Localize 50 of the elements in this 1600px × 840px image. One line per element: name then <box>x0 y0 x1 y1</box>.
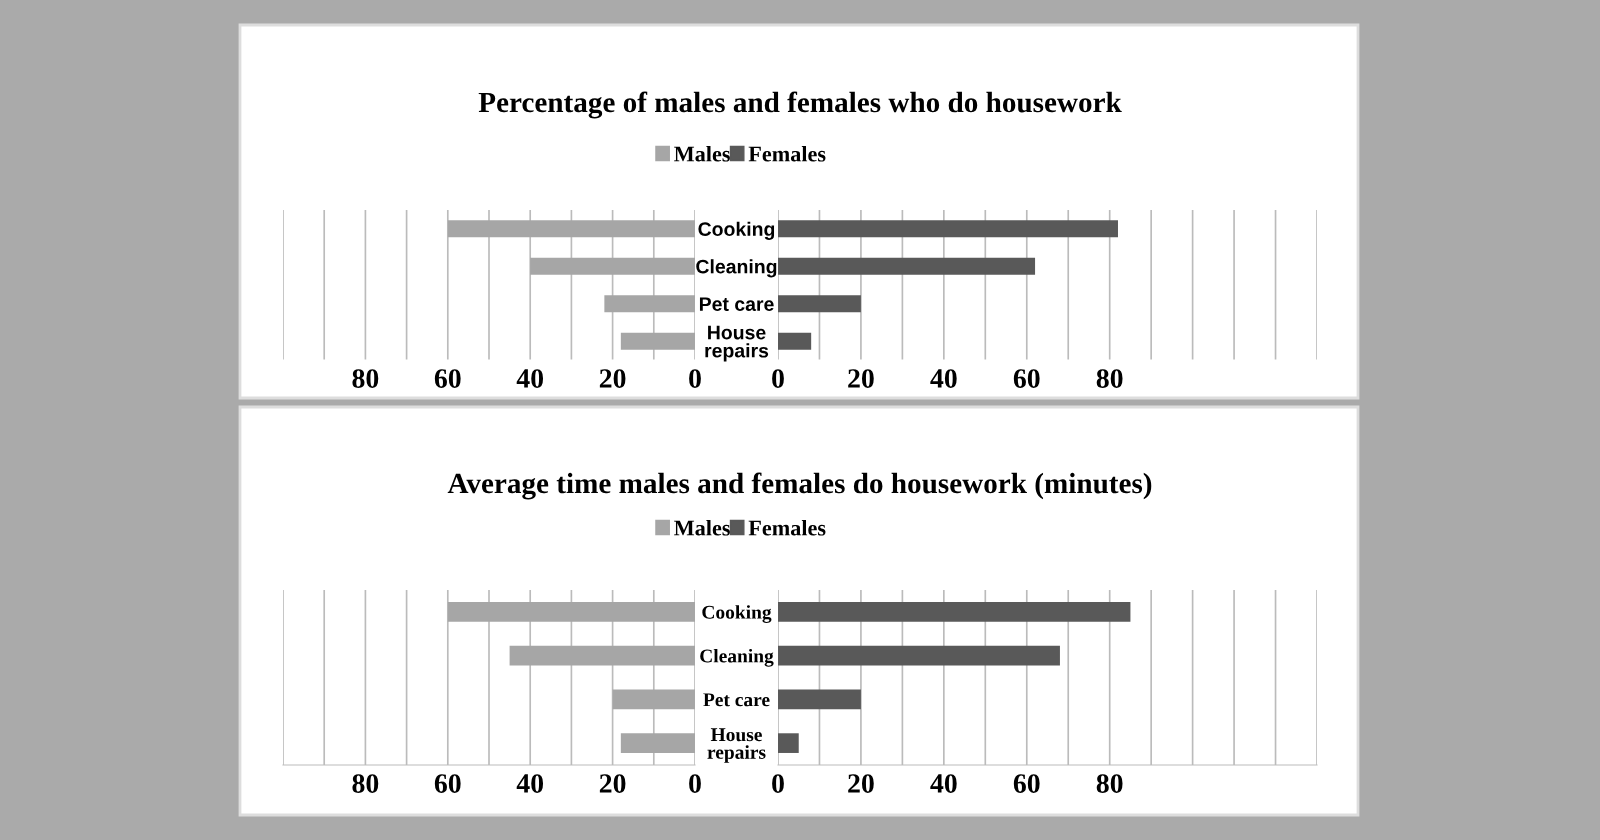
x-tick-label: 80 <box>1096 774 1123 793</box>
y-tick-label: Pet care <box>699 297 774 311</box>
legend-label: Males <box>674 519 730 536</box>
x-tick-label: 60 <box>1013 369 1040 388</box>
bar <box>620 733 695 753</box>
bar <box>778 733 799 753</box>
x-tick-label: 20 <box>848 774 874 793</box>
bar <box>612 689 695 710</box>
x-tick-label: 80 <box>1096 369 1123 388</box>
x-tick-label: 0 <box>689 369 701 388</box>
text: Percentage of males and females who do housework <box>478 91 1122 119</box>
x-tick-label: 20 <box>848 369 874 388</box>
bar <box>778 602 1131 622</box>
y-tick-label: Cleaning <box>696 259 777 278</box>
bar <box>778 295 861 313</box>
bar <box>604 295 695 313</box>
x-tick-label: 80 <box>352 774 379 793</box>
bar <box>778 220 1118 238</box>
y-tick-label: Pet care <box>703 693 770 707</box>
x-tick-label: 0 <box>689 774 701 793</box>
y-tick-label: House repairs <box>707 728 766 763</box>
x-tick-label: 0 <box>772 774 784 793</box>
x-tick-label: 40 <box>516 774 544 793</box>
bar <box>509 645 695 666</box>
bar <box>620 332 695 350</box>
bar <box>778 257 1036 275</box>
y-tick-label: Cooking <box>698 221 775 240</box>
x-tick-label: 60 <box>434 774 461 793</box>
x-tick-label: 40 <box>516 369 544 388</box>
y-tick-label: House repairs <box>705 325 769 362</box>
legend-label: Females <box>748 145 826 162</box>
x-tick-label: 40 <box>930 774 957 793</box>
x-tick-label: 60 <box>434 369 461 388</box>
bar <box>778 645 1060 666</box>
y-tick-label: Cleaning <box>700 648 774 667</box>
bar <box>530 257 695 275</box>
bar <box>778 689 861 710</box>
x-tick-label: 80 <box>352 369 379 388</box>
legend-label: Females <box>748 519 826 536</box>
y-tick-label: Cooking <box>702 605 772 623</box>
bar <box>778 332 812 350</box>
x-tick-label: 0 <box>772 369 784 388</box>
bar <box>447 220 695 238</box>
text: Average time males and females do housework (minutes) <box>447 472 1152 500</box>
x-tick-label: 40 <box>930 369 957 388</box>
bar <box>447 602 695 622</box>
x-tick-label: 20 <box>599 369 626 388</box>
x-tick-label: 20 <box>599 774 626 793</box>
legend-label: Males <box>674 145 730 162</box>
x-tick-label: 60 <box>1013 774 1040 793</box>
